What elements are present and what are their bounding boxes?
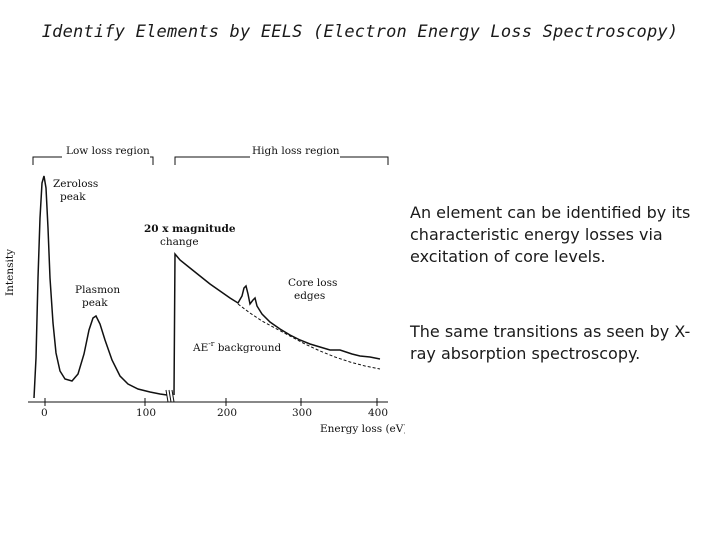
coreloss-label-line2: edges: [294, 290, 325, 302]
description-paragraph-2: The same transitions as seen by X-ray ab…: [410, 322, 691, 363]
coreloss-label-line1: Core loss: [288, 277, 337, 289]
x-tick-label-0: 0: [41, 407, 48, 419]
high-loss-brace: [174, 156, 389, 165]
axis-break-mark: [165, 389, 175, 403]
high-loss-spectrum-curve: [173, 251, 381, 396]
x-axis-label: Energy loss (eV): [320, 423, 405, 435]
x-tick-label-300: 300: [292, 407, 312, 419]
magnitude-label-line1: 20 x magnitude: [144, 223, 236, 235]
y-axis-label: Intensity: [4, 249, 16, 296]
plasmon-label-line1: Plasmon: [75, 284, 120, 296]
zeroloss-label-line1: Zeroloss: [53, 178, 98, 190]
eels-spectrum-figure: Low loss region High loss region Intensi…: [0, 128, 405, 438]
high-loss-region-label: High loss region: [252, 145, 340, 157]
low-loss-spectrum-curve: [33, 175, 168, 399]
magnitude-label-line2: change: [160, 236, 199, 248]
low-loss-region-label: Low loss region: [66, 145, 150, 157]
page-title: Identify Elements by EELS (Electron Ener…: [41, 22, 679, 42]
x-tick-label-100: 100: [136, 407, 156, 419]
x-tick-label-200: 200: [217, 407, 237, 419]
zeroloss-label-line2: peak: [60, 191, 86, 203]
background-extrapolation-line: [237, 303, 381, 370]
x-tick-label-400: 400: [368, 407, 388, 419]
low-loss-brace: [32, 156, 154, 165]
description-paragraph-1: An element can be identified by its char…: [410, 203, 691, 266]
plasmon-label-line2: peak: [82, 297, 108, 309]
background-label: AE-r background: [192, 339, 282, 354]
